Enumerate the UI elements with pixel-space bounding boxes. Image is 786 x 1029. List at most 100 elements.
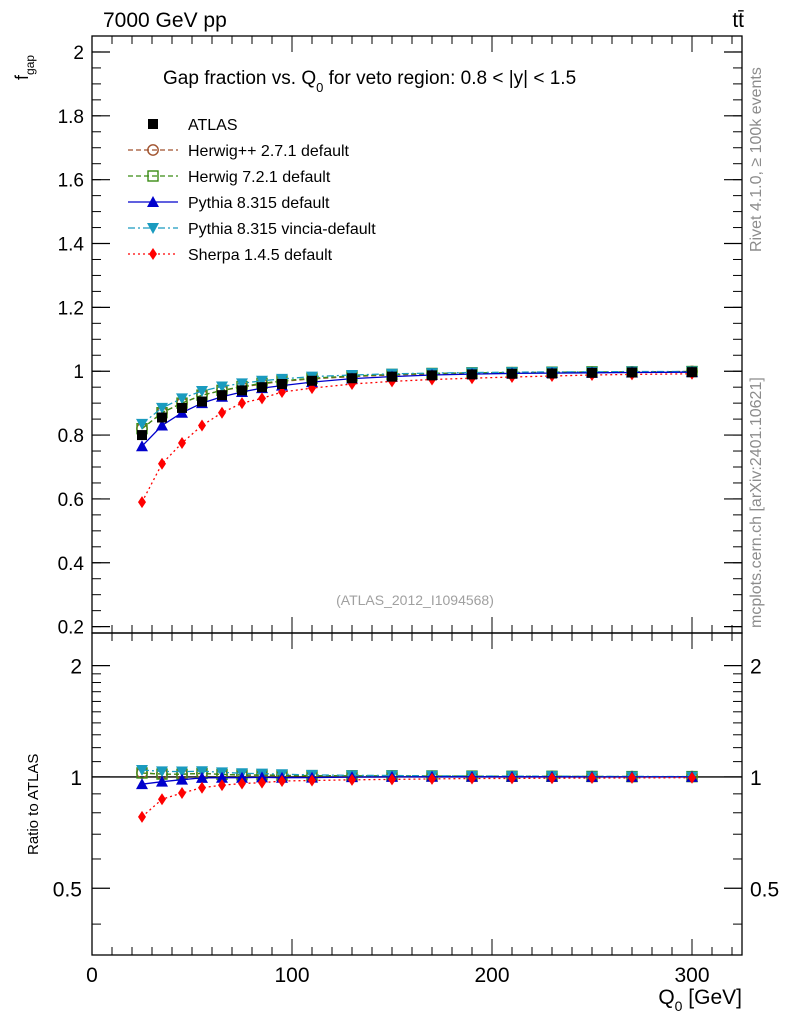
main-point-atlas	[587, 367, 597, 378]
legend-label: Pythia 8.315 default	[188, 195, 330, 212]
legend-label: ATLAS	[188, 117, 238, 134]
main-point-atlas	[387, 371, 397, 382]
legend-entry-herwig7: Herwig 7.2.1 default	[128, 169, 331, 186]
main-point-atlas	[347, 373, 357, 384]
ratio-point-pythia_default	[156, 775, 168, 787]
main-point-atlas	[257, 382, 267, 393]
main-point-sherpa	[158, 457, 166, 470]
legend-label: Herwig 7.2.1 default	[188, 169, 331, 186]
main-point-atlas	[217, 390, 227, 401]
ratio-point-sherpa	[508, 772, 516, 785]
main-point-pythia_vincia	[256, 375, 268, 387]
main-ytick-label: 1.6	[58, 171, 84, 192]
legend-entry-sherpa: Sherpa 1.4.5 default	[128, 247, 333, 264]
main-ytick-label: 1	[73, 362, 84, 383]
ratio-ytick-label: 2	[70, 656, 82, 679]
main-point-pythia_vincia	[156, 402, 168, 414]
process-label: tt̄	[732, 9, 744, 32]
main-point-atlas	[137, 430, 147, 441]
ratio-point-pythia_vincia	[196, 766, 208, 778]
ratio-point-sherpa	[158, 793, 166, 806]
ratio-point-sherpa	[138, 810, 146, 823]
rivet-version-label: Rivet 4.1.0, ≥ 100k events	[748, 67, 765, 252]
ratio-ytick-label-right: 1	[750, 767, 762, 790]
ratio-ytick-label: 1	[70, 767, 82, 790]
main-ytick-label: 2	[73, 43, 84, 64]
ratio-point-sherpa	[238, 777, 246, 790]
main-point-atlas	[467, 369, 477, 380]
legend-marker	[147, 170, 159, 182]
main-point-pythia_vincia	[136, 418, 148, 430]
ratio-ytick-label: 0.5	[53, 878, 82, 901]
main-ytick-label: 1.8	[58, 107, 84, 128]
x-tick-label: 0	[86, 964, 98, 987]
main-point-pythia_default	[156, 419, 168, 431]
main-point-atlas	[687, 367, 697, 378]
main-point-pythia_vincia	[216, 381, 228, 393]
legend-label: Herwig++ 2.7.1 default	[188, 143, 350, 160]
energy-label: 7000 GeV pp	[103, 9, 227, 32]
ratio-line-sherpa	[141, 777, 693, 818]
ratio-panel-frame	[91, 632, 743, 956]
x-tick-label: 200	[474, 964, 509, 987]
main-point-atlas	[307, 375, 317, 386]
main-point-atlas	[197, 396, 207, 407]
legend-marker	[147, 144, 159, 156]
main-title-tail: for veto region: 0.8 < |y| < 1.5	[323, 68, 576, 89]
main-ylabel: fgap	[12, 55, 37, 80]
main-point-pythia_default	[136, 440, 148, 452]
ratio-ytick-label-right: 0.5	[750, 878, 779, 901]
ratio-point-sherpa	[278, 774, 286, 787]
x-axis-label: Q0 [GeV]	[658, 986, 742, 1014]
main-point-atlas	[427, 370, 437, 381]
main-point-atlas	[157, 412, 167, 423]
x-tick-label: 100	[274, 964, 309, 987]
ratio-ylabel: Ratio to ATLAS	[25, 754, 42, 855]
legend-entry-atlas: ATLAS	[148, 117, 238, 134]
main-ytick-label: 0.6	[58, 490, 84, 511]
main-ytick-label: 0.8	[58, 426, 84, 447]
legend-marker	[149, 248, 157, 260]
main-point-pythia_vincia	[176, 393, 188, 405]
main-ytick-label: 0.4	[58, 554, 85, 575]
ratio-point-pythia_default	[216, 771, 228, 783]
ratio-point-sherpa	[218, 779, 226, 792]
main-point-atlas	[277, 378, 287, 389]
ratio-point-pythia_default	[136, 778, 148, 790]
ratio-line-pythia_vincia	[141, 769, 693, 778]
main-line-pythia_vincia	[141, 370, 692, 425]
ratio-ytick-label-right: 2	[750, 656, 762, 679]
ratio-point-sherpa	[428, 772, 436, 785]
main-point-sherpa	[178, 437, 186, 450]
main-point-pythia_vincia	[196, 386, 208, 398]
main-title-subscript: 0	[316, 80, 323, 95]
ratio-point-sherpa	[628, 771, 636, 784]
legend: ATLAS Herwig++ 2.7.1 default Herwig 7.2.1 …	[128, 117, 376, 264]
main-point-atlas	[507, 368, 517, 379]
ratio-point-sherpa	[688, 771, 696, 784]
legend-entry-herwig_pp: Herwig++ 2.7.1 default	[128, 143, 350, 160]
mcplots-label: mcplots.cern.ch [arXiv:2401.10621]	[748, 377, 765, 628]
main-ytick-label: 1.4	[58, 235, 85, 256]
main-point-sherpa	[238, 397, 246, 410]
ratio-series-sherpa	[138, 771, 696, 823]
ratio-point-sherpa	[178, 786, 186, 799]
ratio-point-sherpa	[548, 772, 556, 785]
main-point-sherpa	[218, 406, 226, 419]
analysis-watermark: (ATLAS_2012_I1094568)	[336, 592, 494, 608]
ratio-point-sherpa	[388, 773, 396, 786]
main-point-atlas	[237, 385, 247, 396]
svg-text:fgap: fgap	[12, 55, 37, 80]
legend-entry-pythia_vincia: Pythia 8.315 vincia-default	[128, 221, 376, 238]
legend-entry-pythia_default: Pythia 8.315 default	[128, 195, 330, 212]
x-tick-label: 300	[674, 964, 709, 987]
main-ytick-label: 1.2	[58, 298, 84, 319]
main-point-sherpa	[138, 496, 146, 509]
legend-marker	[147, 223, 159, 234]
main-ytick-label: 0.2	[58, 618, 84, 639]
ratio-point-sherpa	[588, 772, 596, 785]
legend-marker	[147, 196, 159, 207]
main-line-sherpa	[141, 373, 693, 503]
main-point-atlas	[547, 368, 557, 379]
